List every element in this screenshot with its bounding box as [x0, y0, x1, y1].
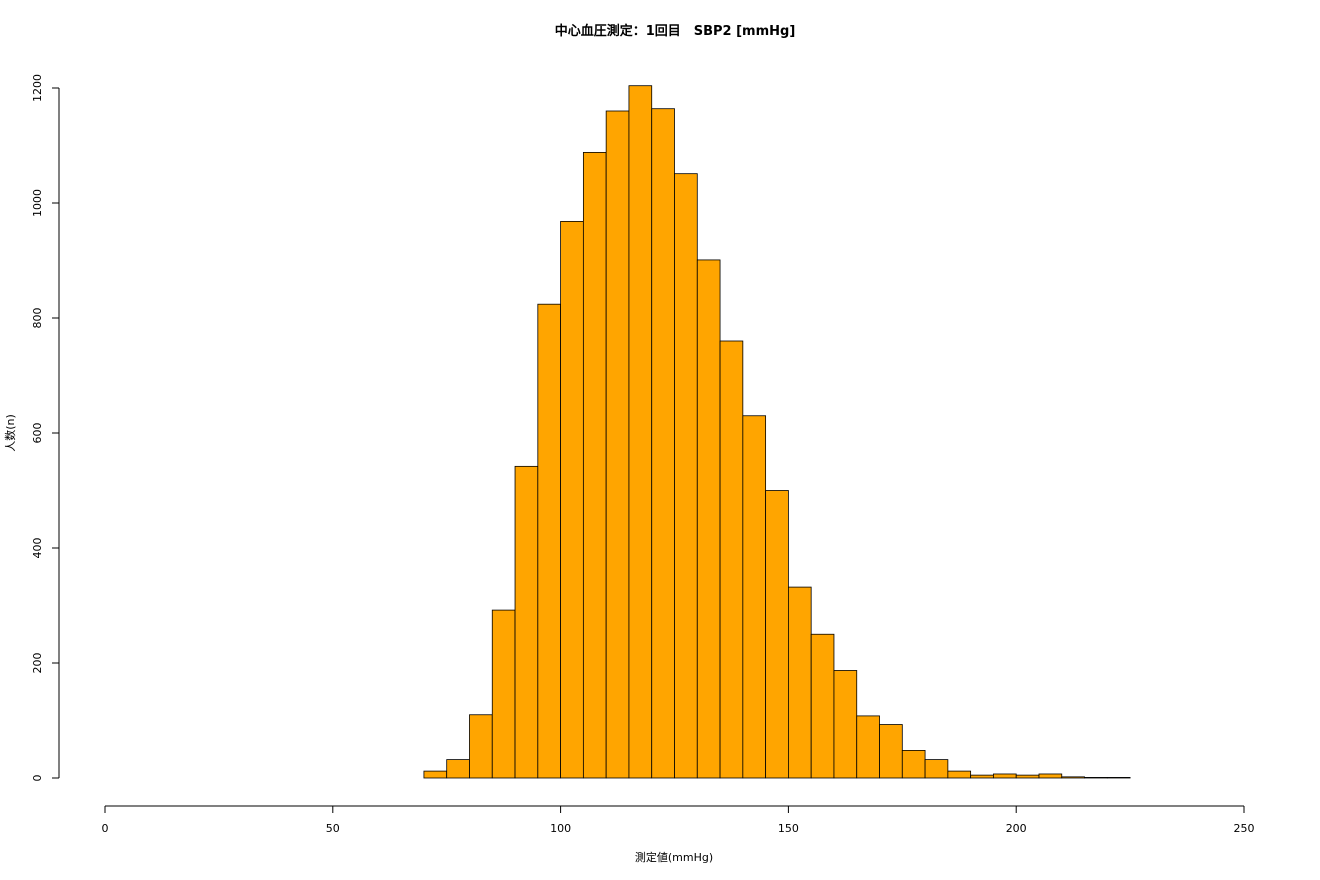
x-tick-label-0: 0	[102, 822, 109, 835]
histogram-bar-200-205	[1015, 774, 1040, 779]
histogram-bar-135-140	[719, 340, 744, 779]
histogram-bar-110-115	[605, 110, 630, 779]
y-axis: 0 200 400 600 800 1000 1200	[31, 74, 60, 782]
histogram-bar-220-225	[1106, 777, 1131, 779]
y-tick-label-1000: 1000	[31, 189, 44, 217]
chart-title: 中心血圧測定：1回目 SBP2 [mmHg]	[555, 23, 796, 39]
y-tick-label-400: 400	[31, 538, 44, 559]
histogram-bar-210-215	[1061, 776, 1085, 779]
histogram-bar-215-220	[1084, 777, 1108, 779]
histogram-bar-150-155	[788, 586, 812, 779]
histogram-bar-115-120	[628, 85, 653, 779]
histogram-bar-160-165	[833, 670, 858, 779]
x-tick-label-100: 100	[550, 822, 571, 835]
histogram-bar-175-180	[901, 750, 926, 779]
y-tick-label-800: 800	[31, 308, 44, 329]
bars-group	[423, 85, 1131, 779]
histogram-bar-90-95	[514, 465, 539, 779]
histogram-bar-80-85	[469, 714, 493, 779]
histogram-bar-125-130	[674, 173, 698, 779]
histogram-bar-140-145	[742, 415, 767, 779]
y-tick-label-600: 600	[31, 423, 44, 444]
y-tick-label-0: 0	[31, 775, 44, 782]
histogram-bar-130-135	[696, 259, 721, 779]
histogram-bar-145-150	[765, 490, 789, 779]
histogram-bar-100-105	[560, 220, 584, 779]
x-axis: 0 50 100 150 200 250	[102, 805, 1255, 835]
histogram-bar-120-125	[651, 108, 675, 779]
histogram-bar-75-80	[446, 759, 470, 779]
histogram-bar-190-195	[970, 774, 994, 779]
histogram-bar-105-110	[582, 151, 607, 779]
histogram-bar-170-175	[879, 724, 903, 779]
histogram-bar-155-160	[810, 633, 835, 779]
histogram-bar-180-185	[924, 759, 949, 779]
x-tick-label-50: 50	[326, 822, 340, 835]
histogram-bar-195-200	[993, 773, 1017, 779]
x-tick-label-200: 200	[1006, 822, 1027, 835]
y-axis-label: 人数(n)	[4, 414, 17, 452]
y-tick-label-200: 200	[31, 653, 44, 674]
histogram-bar-165-170	[856, 715, 880, 779]
histogram-bar-95-100	[537, 303, 562, 779]
x-tick-label-250: 250	[1234, 822, 1255, 835]
histogram-bar-85-90	[491, 609, 516, 779]
x-tick-label-150: 150	[778, 822, 799, 835]
histogram-bar-205-210	[1038, 773, 1063, 779]
x-axis-label: 測定値(mmHg)	[635, 850, 713, 864]
histogram-bar-185-190	[947, 770, 972, 779]
y-tick-label-1200: 1200	[31, 74, 44, 102]
histogram-bar-70-75	[423, 770, 448, 779]
